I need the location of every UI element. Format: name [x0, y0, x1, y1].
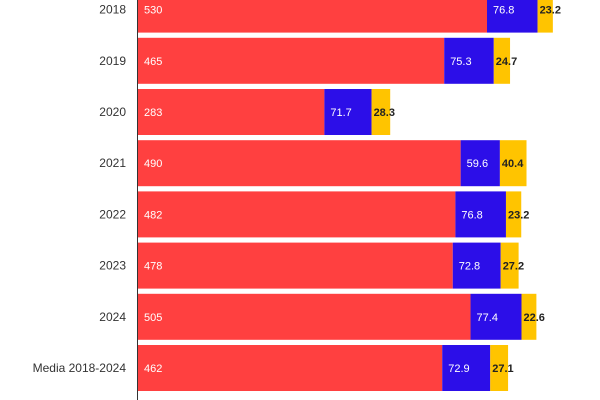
- data-label: 24.7: [496, 56, 517, 68]
- blue-segment: [455, 191, 506, 238]
- data-label: 478: [144, 261, 162, 273]
- data-label: 75.3: [450, 56, 471, 68]
- data-label: 482: [144, 209, 162, 221]
- data-label: 72.9: [448, 363, 469, 375]
- red-segment: [138, 37, 445, 84]
- data-label: 505: [144, 312, 162, 324]
- blue-segment: [460, 140, 500, 187]
- data-label: 23.2: [508, 209, 529, 221]
- data-label: 40.4: [502, 158, 524, 170]
- red-segment: [138, 191, 456, 238]
- category-label: 2024: [99, 310, 126, 324]
- yellow-segment: [499, 140, 527, 187]
- data-label: 27.2: [503, 261, 524, 273]
- data-label: 28.3: [374, 107, 395, 119]
- red-segment: [138, 242, 453, 289]
- data-label: 27.1: [492, 363, 513, 375]
- blue-segment: [442, 345, 491, 391]
- data-label: 76.8: [493, 5, 514, 17]
- data-label: 76.8: [461, 209, 482, 221]
- data-label: 530: [144, 5, 162, 17]
- category-label: 2018: [99, 3, 126, 17]
- data-label: 77.4: [477, 312, 498, 324]
- yellow-segment: [521, 293, 537, 340]
- data-label: 71.7: [330, 107, 351, 119]
- category-label: 2021: [99, 156, 126, 170]
- blue-segment: [487, 0, 538, 33]
- yellow-segment: [537, 0, 553, 33]
- category-label: 2020: [99, 105, 126, 119]
- category-label: 2019: [99, 54, 126, 68]
- yellow-segment: [505, 191, 522, 238]
- red-segment: [138, 0, 487, 33]
- category-label: 2023: [99, 259, 126, 273]
- yellow-segment: [490, 345, 509, 391]
- data-label: 72.8: [459, 261, 480, 273]
- red-segment: [138, 293, 471, 340]
- blue-segment: [452, 242, 501, 289]
- red-segment: [138, 345, 443, 391]
- data-label: 465: [144, 56, 162, 68]
- bars-layer: [138, 0, 553, 391]
- category-label: Media 2018-2024: [33, 361, 127, 375]
- data-label: 283: [144, 107, 162, 119]
- labels-layer: 2018 530 76.8 23.2 2019 465 75.3 24.7 2020 283 71.…: [33, 3, 561, 375]
- yellow-segment: [500, 242, 519, 289]
- data-label: 462: [144, 363, 162, 375]
- data-label: 490: [144, 158, 162, 170]
- red-segment: [138, 140, 461, 187]
- yellow-segment: [371, 89, 391, 135]
- blue-segment: [444, 37, 494, 84]
- blue-segment: [470, 293, 522, 340]
- red-segment: [138, 89, 325, 135]
- category-label: 2022: [99, 207, 126, 221]
- blue-segment: [324, 89, 372, 135]
- data-label: 23.2: [540, 5, 561, 17]
- data-label: 22.6: [524, 312, 545, 324]
- data-label: 59.6: [467, 158, 488, 170]
- yellow-segment: [493, 37, 511, 84]
